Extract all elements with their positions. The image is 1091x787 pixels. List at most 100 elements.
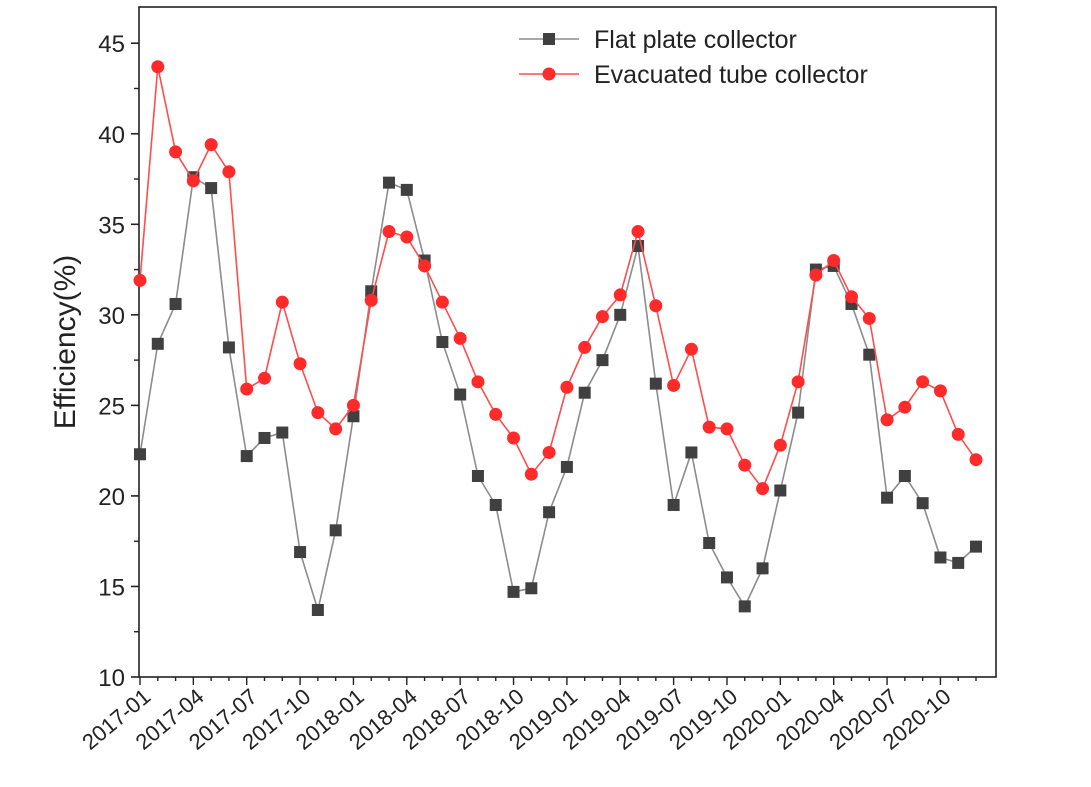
legend-marker [542,67,556,81]
data-point [454,388,467,401]
data-point [756,482,770,496]
data-point [667,378,681,392]
data-point [471,375,485,389]
data-point [738,600,751,613]
y-tick-label: 45 [98,31,125,58]
data-point [134,448,146,461]
data-point [240,450,253,463]
data-point [685,446,698,459]
data-point [293,357,307,371]
data-point [844,290,858,304]
data-point [311,604,324,616]
data-point [240,382,254,396]
legend-entry: Evacuated tube collector [519,61,868,89]
data-point [560,460,573,473]
data-point [205,182,218,195]
series-flat-plate [134,171,982,616]
data-point [275,295,289,309]
data-point [969,453,983,467]
data-point [881,491,894,504]
data-point [524,467,538,481]
y-tick-label: 40 [98,122,125,149]
data-point [667,498,680,511]
y-tick-label: 30 [98,303,125,330]
data-point [186,174,200,188]
data-point [471,470,484,482]
data-point [614,308,627,321]
data-point [276,426,289,439]
data-point [418,259,432,273]
data-point [934,551,947,564]
data-point [792,406,805,419]
data-point [560,380,574,394]
data-point [916,497,929,510]
data-point [827,254,841,268]
data-point [773,438,787,452]
legend-marker [543,33,555,45]
data-point [880,413,894,427]
data-point [703,537,716,549]
data-point [329,524,342,537]
data-point [595,310,609,324]
series-line [139,66,977,491]
data-point [756,562,769,575]
x-axis: 2017-012017-042017-072017-102018-012018-… [77,677,977,755]
data-point [364,293,378,307]
data-point [809,268,823,282]
data-point [933,384,947,398]
data-point [862,311,876,325]
series-line [139,175,977,614]
data-point [507,431,521,445]
data-point [863,348,876,361]
data-point [489,498,502,511]
data-point [898,470,911,482]
data-point [898,400,912,414]
data-point [169,145,183,159]
data-point [222,165,236,179]
data-point [702,420,716,434]
data-point [258,431,271,444]
y-tick-label: 10 [98,665,125,692]
data-point [542,445,556,459]
data-point [649,299,663,313]
data-point [222,341,235,354]
data-point [151,60,165,74]
data-point [489,407,503,421]
y-axis-label: Efficiency(%) [49,255,82,430]
data-point [453,331,467,345]
data-point [329,422,343,436]
data-point [383,176,396,189]
data-point [151,337,164,350]
data-point [436,336,449,348]
data-point [346,398,360,412]
series-layer [133,60,983,616]
data-point [720,571,733,584]
data-point [952,556,965,569]
data-point [435,295,449,309]
data-point [970,540,982,553]
series-evacuated-tube [133,60,983,496]
data-point [400,230,414,244]
y-axis: 10 15 20 25 30 35 40 45 [98,31,139,692]
data-point [649,377,662,390]
data-point [791,375,805,389]
data-point [578,340,592,354]
data-point [311,406,325,420]
data-point [400,183,413,196]
data-point [596,354,609,367]
data-point [525,582,538,595]
y-tick-label: 20 [98,484,125,511]
data-point [720,422,734,436]
data-point [347,410,360,423]
legend-label: Flat plate collector [594,26,797,54]
data-point [294,546,307,559]
data-point [543,506,556,519]
data-point [916,375,930,389]
y-tick-label: 25 [98,393,125,420]
data-point [684,342,698,356]
data-point [169,297,182,310]
data-point [738,458,752,472]
legend-label: Evacuated tube collector [594,61,868,89]
legend: Flat plate collector Evacuated tube colle… [519,26,868,89]
